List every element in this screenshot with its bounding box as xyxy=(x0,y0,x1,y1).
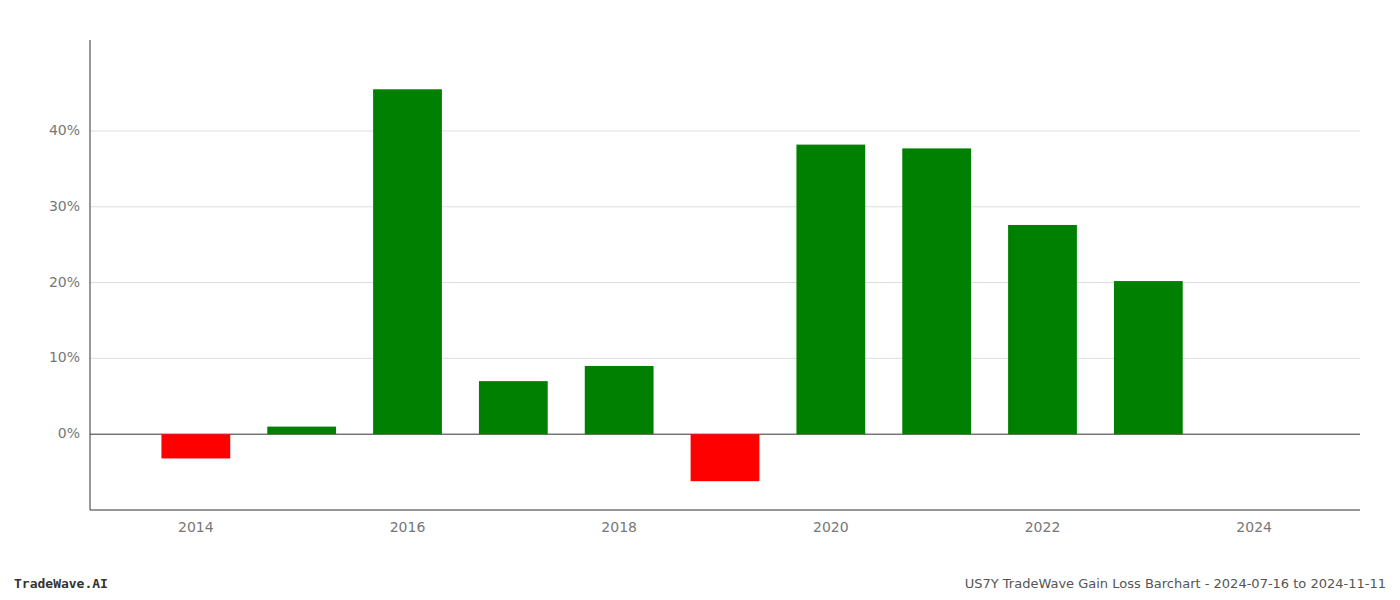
bar xyxy=(796,145,865,435)
y-tick-label: 0% xyxy=(58,425,80,441)
grid-line xyxy=(90,206,1360,207)
x-axis-line xyxy=(90,510,1360,511)
chart-svg: 0% 10% 20% 30% 40% 2014 2016 2018 2020 2022 2024 Tr… xyxy=(0,0,1400,600)
bar xyxy=(161,434,230,458)
bar xyxy=(1008,225,1077,434)
y-axis-line xyxy=(90,40,91,510)
y-tick-label: 30% xyxy=(49,198,80,214)
bar xyxy=(479,381,548,434)
bar xyxy=(373,89,442,434)
footer-text: US7Y TradeWave Gain Loss Barchart - 2024… xyxy=(965,576,1386,591)
bar xyxy=(1114,281,1183,434)
bars xyxy=(161,89,1182,481)
chart-container: 0% 10% 20% 30% 40% 2014 2016 2018 2020 2022 2024 Tr… xyxy=(0,0,1400,600)
y-ticks: 0% 10% 20% 30% 40% xyxy=(49,122,80,441)
x-tick-label: 2022 xyxy=(1025,519,1061,535)
x-ticks: 2014 2016 2018 2020 2022 2024 xyxy=(178,519,1272,535)
x-tick-label: 2014 xyxy=(178,519,214,535)
grid-line xyxy=(90,130,1360,131)
bar xyxy=(585,366,654,434)
y-tick-label: 40% xyxy=(49,122,80,138)
y-tick-label: 10% xyxy=(49,349,80,365)
bar xyxy=(902,148,971,434)
bar xyxy=(691,434,760,481)
x-tick-label: 2016 xyxy=(390,519,426,535)
bar xyxy=(267,427,336,435)
x-tick-label: 2020 xyxy=(813,519,849,535)
footer-text: TradeWave.AI xyxy=(14,576,108,591)
x-tick-label: 2024 xyxy=(1236,519,1272,535)
x-tick-label: 2018 xyxy=(601,519,637,535)
grid xyxy=(90,131,1360,434)
y-tick-label: 20% xyxy=(49,274,80,290)
